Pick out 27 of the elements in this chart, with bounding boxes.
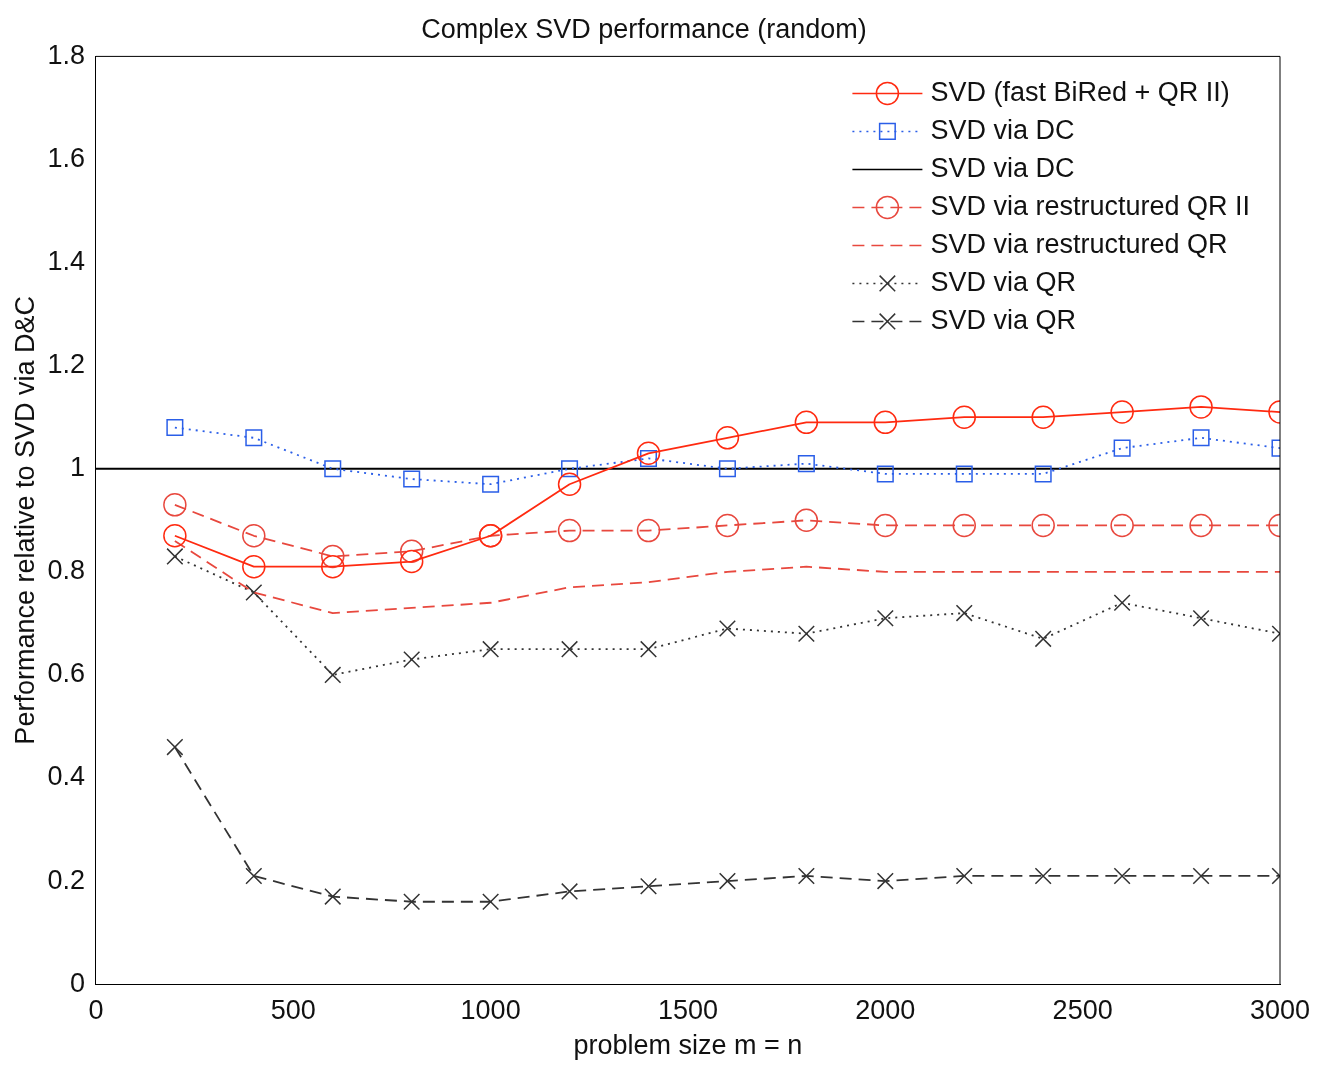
y-tick-label: 0.8 [47,555,85,586]
y-tick-label: 1 [69,452,85,483]
x-tick-label: 2500 [1052,994,1113,1025]
y-axis-title: Performance relative to SVD via D&C [9,295,40,745]
y-tick-label: 0.6 [47,658,85,689]
chart-title: Complex SVD performance (random) [421,13,867,44]
x-tick-label: 0 [88,994,104,1025]
y-tick-label: 0.4 [47,761,85,792]
y-tick-label: 0.2 [47,864,85,895]
x-tick-label: 3000 [1249,994,1311,1025]
legend-label: SVD (fast BiRed + QR II) [930,76,1230,107]
x-tick-label: 2000 [855,994,916,1025]
x-tick-label: 500 [270,994,316,1025]
y-tick-label: 1.6 [47,142,85,173]
legend-label: SVD via restructured QR II [930,190,1251,221]
legend-label: SVD via restructured QR [930,228,1228,259]
x-tick-label: 1500 [657,994,719,1025]
legend-label: SVD via QR [930,304,1076,335]
legend-label: SVD via DC [930,114,1075,145]
x-tick-label: 1000 [460,994,521,1025]
legend-label: SVD via DC [930,152,1075,183]
y-tick-label: 1.2 [47,349,85,380]
x-axis-title: problem size m = n [573,1030,803,1061]
y-tick-label: 1.8 [47,39,85,70]
y-tick-label: 0 [69,967,85,998]
legend-label: SVD via QR [930,266,1076,297]
y-tick-label: 1.4 [47,246,85,277]
